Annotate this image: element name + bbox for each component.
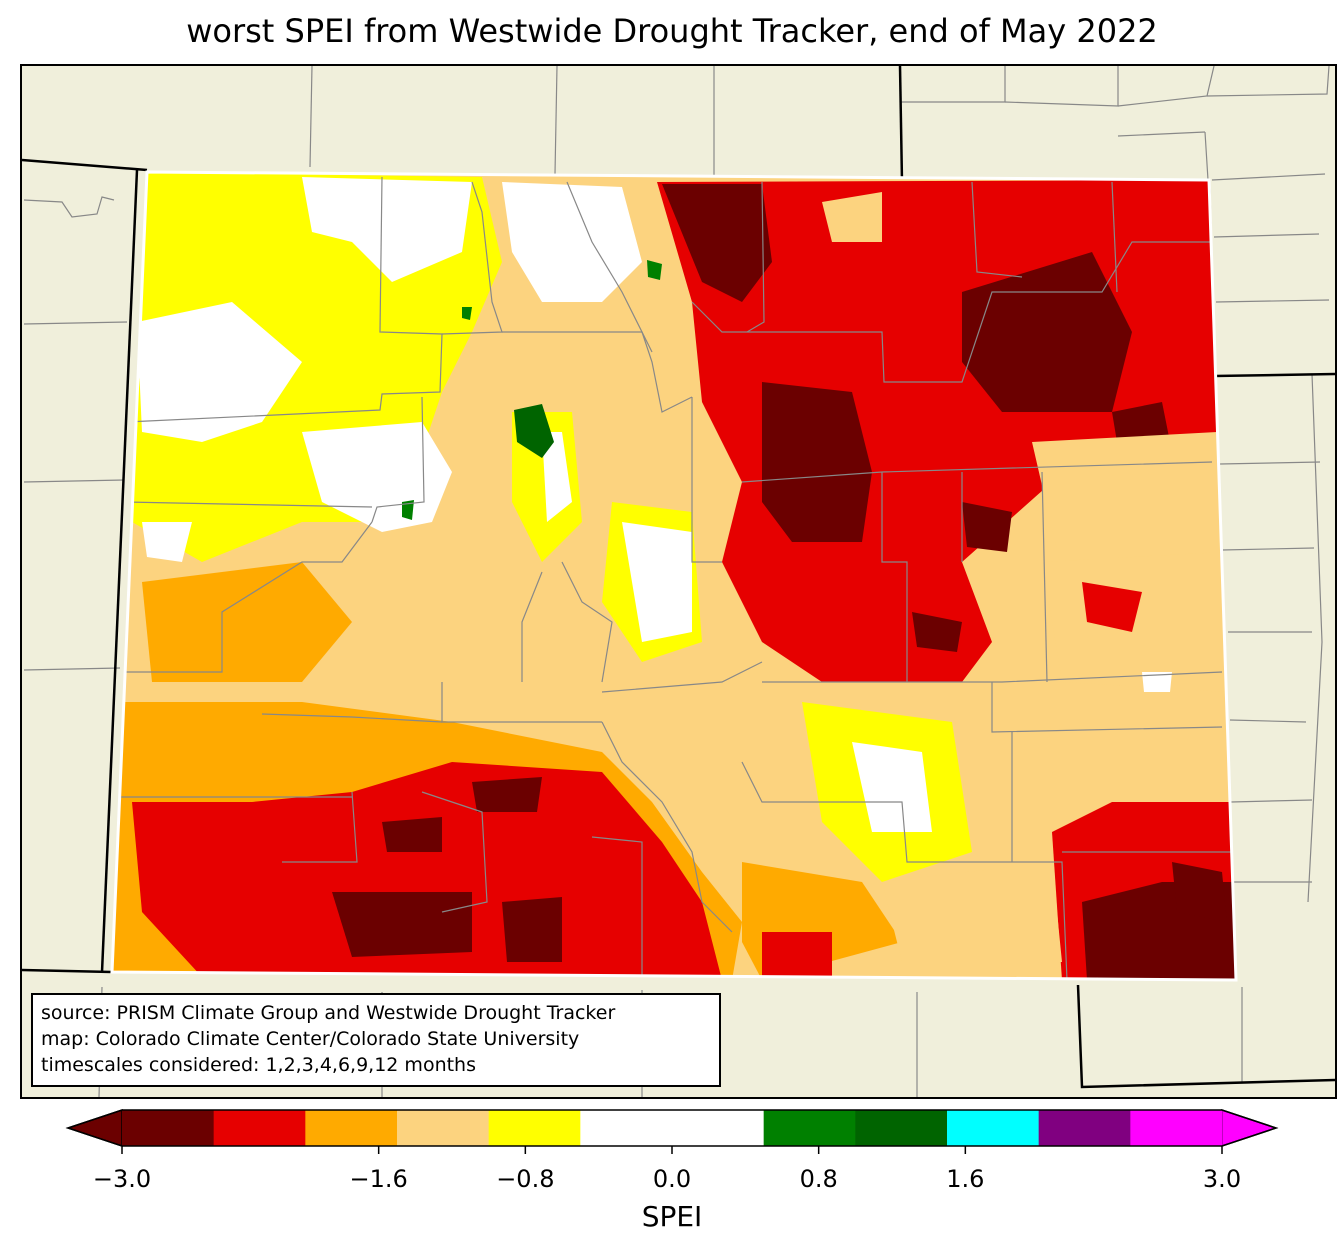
colorbar-tick-label: 3.0 [1202,1165,1242,1193]
timescales-text: timescales considered: 1,2,3,4,6,9,12 mo… [41,1054,476,1076]
map-title: worst SPEI from Westwide Drought Tracker… [186,12,1158,50]
colorbar-segment [855,1110,948,1146]
colorbar-tick-label: 1.6 [946,1165,985,1193]
colorbar-tick-label: −0.8 [496,1165,555,1193]
colorbar-segment [305,1110,398,1146]
colorbar [65,1108,1279,1154]
spei-map [22,66,1335,1097]
colorbar-tick-label: −3.0 [92,1165,152,1193]
state-borders [22,66,1335,1089]
colorbar-tick-label: 0.0 [652,1165,692,1193]
neighbor-county-lines [23,66,1330,1097]
colorbar-tick-label: −1.6 [349,1165,408,1193]
colorbar-segment [213,1110,306,1146]
colorbar-extend-low [65,1108,123,1148]
colorbar-segment [488,1110,581,1146]
colorbar-segment [763,1110,856,1146]
colorbar-tick-label: 0.8 [799,1165,838,1193]
colorbar-segment [672,1110,765,1146]
colorbar-segment [947,1110,1040,1146]
colorbar-label: SPEI [641,1200,703,1233]
source-info-box: source: PRISM Climate Group and Westwide… [31,993,721,1087]
map-frame [20,64,1337,1099]
map-credit-text: map: Colorado Climate Center/Colorado St… [41,1028,580,1050]
colorbar-segment [397,1110,490,1146]
colorbar-segment [122,1110,215,1146]
source-text: source: PRISM Climate Group and Westwide… [41,1002,616,1024]
county-lines [112,176,1232,980]
colorbar-segment [1130,1110,1223,1146]
colorbar-segment [1038,1110,1131,1146]
colorbar-segment [580,1110,673,1146]
colorbar-extend-high [1221,1108,1279,1148]
colorado-outline [110,170,1238,982]
spei-field [112,172,1236,980]
